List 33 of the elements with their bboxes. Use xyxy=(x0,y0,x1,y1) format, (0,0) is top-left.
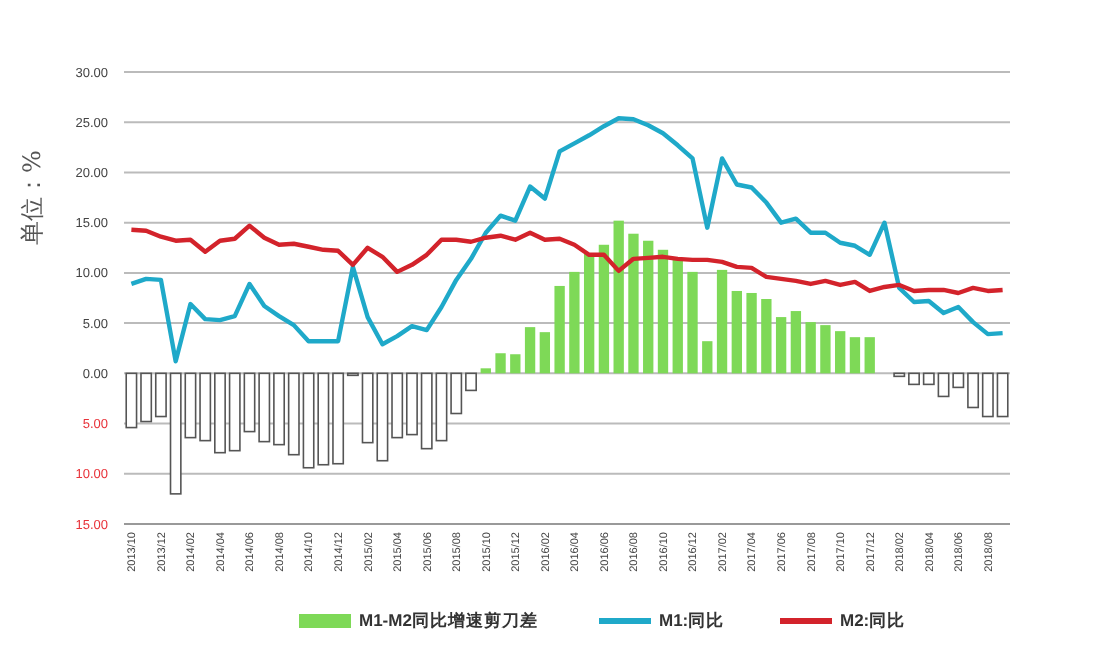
y-axis-title: 单位：% xyxy=(18,150,46,245)
bar xyxy=(805,322,816,374)
bar xyxy=(790,311,802,374)
line-series xyxy=(129,223,1005,296)
bar xyxy=(613,220,624,374)
bar xyxy=(524,327,536,374)
bar xyxy=(598,244,610,374)
bar xyxy=(820,325,831,374)
bar xyxy=(539,332,551,374)
bar xyxy=(731,290,742,374)
bar xyxy=(628,233,639,374)
bar xyxy=(554,285,565,374)
bar xyxy=(480,368,491,374)
bar xyxy=(672,259,683,374)
legend-label: M2:同比 xyxy=(840,609,906,630)
line-series xyxy=(129,116,1005,364)
bar xyxy=(657,249,669,374)
bar xyxy=(495,353,506,374)
legend-label: M1-M2同比增速剪刀差 xyxy=(359,609,538,630)
bar xyxy=(761,299,772,374)
bar xyxy=(510,354,521,374)
bar xyxy=(643,240,654,374)
legend-label: M1:同比 xyxy=(659,609,725,630)
bar xyxy=(835,331,846,374)
bar xyxy=(746,292,757,374)
bar xyxy=(569,271,580,374)
bar xyxy=(687,271,698,374)
bar xyxy=(702,341,713,374)
bar xyxy=(716,269,728,374)
bar xyxy=(775,317,787,374)
bar xyxy=(864,337,875,374)
bar xyxy=(849,337,861,374)
bar xyxy=(583,253,595,374)
